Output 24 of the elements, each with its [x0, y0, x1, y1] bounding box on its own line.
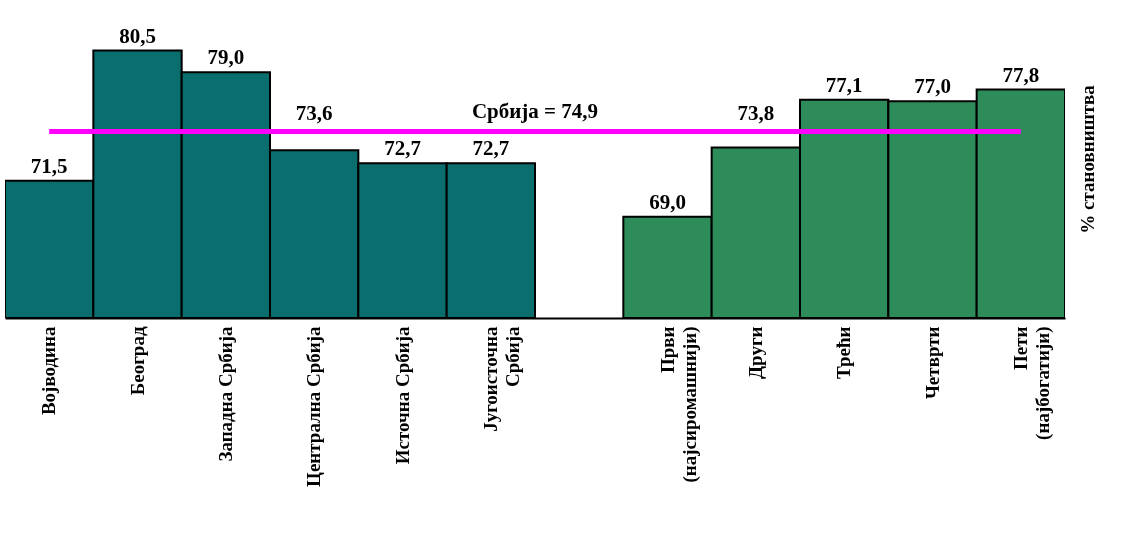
- data-label: 73,6: [295, 100, 333, 125]
- data-label: 73,8: [737, 100, 775, 125]
- x-tick-label: Трећи: [833, 326, 855, 379]
- data-label: 77,0: [914, 74, 951, 99]
- x-tick-label: Први (најсиромашнији): [656, 326, 701, 483]
- x-tick-label: Београд: [126, 326, 148, 396]
- data-label: 72,7: [472, 136, 510, 161]
- x-tick-label: Источна Србија: [391, 326, 413, 465]
- x-tick-label: Западна Србија: [214, 326, 236, 462]
- data-label: 69,0: [649, 189, 686, 214]
- x-tick-label: Други: [744, 326, 766, 379]
- x-tick-label: Војводина: [38, 326, 60, 416]
- x-tick-label: Централна Србија: [303, 326, 325, 487]
- data-label: 77,8: [1002, 62, 1040, 87]
- data-label: 80,5: [119, 23, 156, 48]
- data-label: 79,0: [207, 45, 245, 70]
- ref-line-label: Србија = 74,9: [471, 98, 599, 123]
- data-label: 72,7: [384, 136, 421, 161]
- y-axis-title: % становништва: [1076, 84, 1098, 234]
- x-tick-label: Пети (најбогатији): [1009, 326, 1054, 440]
- data-label: 77,1: [825, 72, 863, 97]
- x-tick-label: Југоисточна Србија: [479, 326, 523, 432]
- x-tick-label: Четврти: [921, 326, 943, 400]
- data-label: 71,5: [30, 153, 68, 178]
